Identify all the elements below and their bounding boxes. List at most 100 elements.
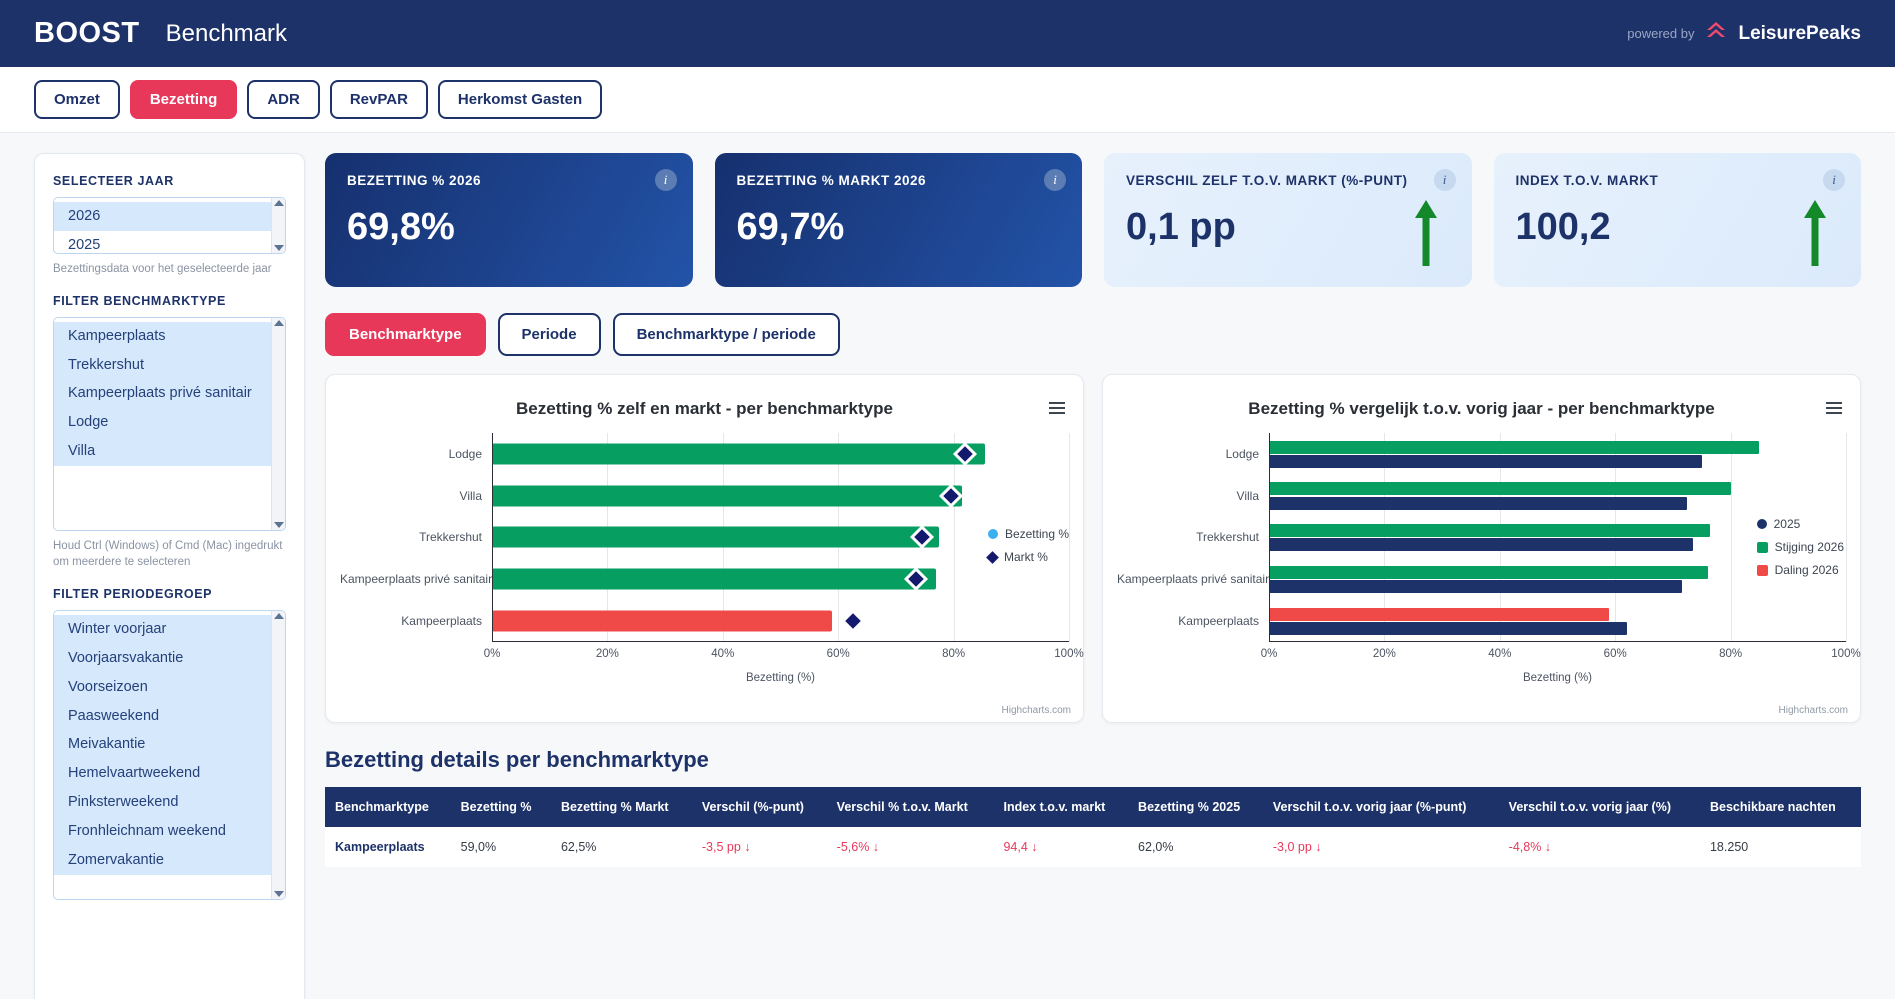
view-button-periode[interactable]: Periode bbox=[497, 313, 601, 356]
table-column-header[interactable]: Verschil t.o.v. vorig jaar (%-punt) bbox=[1262, 787, 1499, 827]
table-column-header[interactable]: Verschil (%-punt) bbox=[691, 787, 827, 827]
page-title: Benchmark bbox=[165, 19, 288, 47]
legend-diamond-icon bbox=[986, 550, 999, 564]
info-icon[interactable]: i bbox=[654, 169, 677, 191]
benchmarktype-option-lodge[interactable]: Lodge bbox=[54, 408, 285, 438]
chart-row: Lodge bbox=[1117, 433, 1846, 475]
table-column-header[interactable]: Verschil % t.o.v. Markt bbox=[826, 787, 994, 827]
info-icon[interactable]: i bbox=[1823, 169, 1845, 191]
year-option-2026[interactable]: 2026 bbox=[54, 202, 285, 231]
year-filter-hint: Bezettingsdata voor het geselecteerde ja… bbox=[53, 263, 272, 275]
chart-credit[interactable]: Highcharts.com bbox=[1001, 705, 1071, 716]
value-bar-previous[interactable] bbox=[1269, 454, 1702, 468]
periodegroep-option-hemelvaartweekend[interactable]: Hemelvaartweekend bbox=[54, 759, 285, 789]
chart-menu-icon[interactable] bbox=[1049, 399, 1065, 417]
legend-item-daling[interactable]: Daling 2026 bbox=[1756, 563, 1844, 577]
scroll-up-icon[interactable] bbox=[273, 613, 284, 620]
legend-label: 2025 bbox=[1773, 517, 1801, 531]
benchmarktype-listbox[interactable]: Kampeerplaats Trekkershut Kampeerplaats … bbox=[53, 316, 286, 531]
periodegroep-option-zomervakantie[interactable]: Zomervakantie bbox=[54, 845, 285, 875]
value-bar-current[interactable] bbox=[1269, 524, 1711, 538]
tab-adr[interactable]: ADR bbox=[247, 80, 320, 119]
table-row[interactable]: Kampeerplaats 59,0% 62,5% -3,5 pp ↓ -5,6% ↓ 9… bbox=[325, 827, 1861, 867]
chart-title: Bezetting % zelf en markt - per benchmar… bbox=[516, 399, 893, 418]
table-column-header[interactable]: Bezetting % Markt bbox=[550, 787, 692, 827]
x-tick-label: 20% bbox=[595, 648, 619, 660]
legend-item-2025[interactable]: 2025 bbox=[1756, 517, 1844, 531]
table-column-header[interactable]: Bezetting % 2025 bbox=[1128, 787, 1263, 827]
tab-revpar[interactable]: RevPAR bbox=[329, 80, 428, 119]
chart-row: Trekkershut bbox=[1117, 517, 1846, 559]
table-cell: Kampeerplaats bbox=[335, 840, 425, 854]
brand-logo: BOOST bbox=[34, 17, 140, 49]
chart-row: Villa bbox=[340, 475, 1069, 517]
legend-item-bezetting[interactable]: Bezetting % bbox=[987, 527, 1069, 541]
value-bar[interactable] bbox=[492, 568, 937, 590]
periodegroep-option-fronhleichnam-weekend[interactable]: Fronhleichnam weekend bbox=[54, 816, 285, 846]
table-column-header[interactable]: Beschikbare nachten bbox=[1699, 787, 1861, 827]
periodegroep-option-pinksterweekend[interactable]: Pinksterweekend bbox=[54, 788, 285, 817]
table-column-header[interactable]: Benchmarktype bbox=[325, 787, 451, 827]
y-axis-line bbox=[492, 433, 493, 642]
table-column-header[interactable]: Index t.o.v. markt bbox=[993, 787, 1129, 827]
bar-track bbox=[1269, 558, 1846, 600]
scroll-up-icon[interactable] bbox=[273, 319, 284, 326]
tab-herkomst-gasten[interactable]: Herkomst Gasten bbox=[437, 80, 603, 119]
table-column-header[interactable]: Bezetting % bbox=[450, 787, 551, 827]
info-icon[interactable]: i bbox=[1044, 169, 1066, 191]
leisurepeaks-icon bbox=[1704, 19, 1728, 48]
value-bar[interactable] bbox=[492, 443, 986, 465]
info-icon[interactable]: i bbox=[1433, 169, 1456, 191]
periodegroep-listbox[interactable]: Winter voorjaar Voorjaarsvakantie Voorse… bbox=[53, 610, 286, 901]
benchmarktype-option-kampeerplaats[interactable]: Kampeerplaats bbox=[54, 321, 285, 351]
kpi-value: 69,8% bbox=[347, 206, 455, 248]
table-column-header[interactable]: Verschil t.o.v. vorig jaar (%) bbox=[1498, 787, 1700, 827]
scroll-down-icon[interactable] bbox=[273, 521, 284, 528]
periodegroep-option-voorjaarsvakantie[interactable]: Voorjaarsvakantie bbox=[54, 643, 285, 673]
year-listbox[interactable]: 2026 2025 bbox=[53, 197, 286, 254]
kpi-card-index-tov-markt: INDEX T.O.V. MARKT 100,2 i bbox=[1493, 153, 1861, 287]
benchmarktype-listbox-scrollbar[interactable] bbox=[271, 317, 285, 530]
periodegroep-option-meivakantie[interactable]: Meivakantie bbox=[54, 730, 285, 760]
periodegroep-option-winter-voorjaar[interactable]: Winter voorjaar bbox=[54, 615, 285, 644]
legend-item-markt[interactable]: Markt % bbox=[986, 550, 1069, 564]
gridline bbox=[1069, 433, 1070, 642]
value-bar-previous[interactable] bbox=[1269, 496, 1688, 510]
value-bar[interactable] bbox=[492, 610, 833, 632]
value-bar-current[interactable] bbox=[1269, 565, 1708, 579]
value-bar[interactable] bbox=[492, 526, 940, 548]
legend-circle-icon bbox=[1756, 519, 1767, 529]
scroll-down-icon[interactable] bbox=[273, 245, 284, 251]
value-bar[interactable] bbox=[492, 485, 963, 507]
value-bar-current[interactable] bbox=[1269, 482, 1731, 496]
value-bar-previous[interactable] bbox=[1269, 621, 1627, 635]
view-button-benchmarktype[interactable]: Benchmarktype bbox=[325, 313, 486, 356]
market-marker[interactable] bbox=[844, 613, 861, 629]
legend-item-stijging[interactable]: Stijging 2026 bbox=[1756, 540, 1844, 554]
benchmarktype-option-villa[interactable]: Villa bbox=[54, 437, 285, 466]
tab-bezetting[interactable]: Bezetting bbox=[129, 80, 238, 119]
chart-credit[interactable]: Highcharts.com bbox=[1778, 705, 1848, 716]
tab-omzet[interactable]: Omzet bbox=[34, 80, 120, 119]
periodegroep-listbox-scrollbar[interactable] bbox=[271, 611, 285, 900]
year-option-2025[interactable]: 2025 bbox=[68, 236, 101, 253]
scroll-up-icon[interactable] bbox=[273, 200, 284, 206]
value-bar-previous[interactable] bbox=[1269, 580, 1682, 594]
benchmarktype-option-kampeerplaats-prive-sanitair[interactable]: Kampeerplaats privé sanitair bbox=[54, 379, 285, 409]
category-label: Kampeerplaats bbox=[1178, 614, 1259, 629]
table-cell: -4,8% ↓ bbox=[1508, 840, 1552, 854]
year-listbox-scrollbar[interactable] bbox=[271, 198, 285, 253]
value-bar-previous[interactable] bbox=[1269, 538, 1694, 552]
view-button-benchmarktype-periode[interactable]: Benchmarktype / periode bbox=[612, 313, 840, 356]
value-bar-current[interactable] bbox=[1269, 440, 1760, 454]
chart-menu-icon[interactable] bbox=[1826, 399, 1842, 417]
category-label: Kampeerplaats privé sanitair bbox=[340, 572, 492, 587]
periodegroep-option-voorseizoen[interactable]: Voorseizoen bbox=[54, 672, 285, 702]
bar-track bbox=[1269, 517, 1846, 559]
scroll-down-icon[interactable] bbox=[273, 891, 284, 898]
value-bar-current[interactable] bbox=[1269, 607, 1610, 621]
x-axis-title: Bezetting (%) bbox=[1522, 672, 1593, 684]
benchmarktype-option-trekkershut[interactable]: Trekkershut bbox=[54, 350, 285, 380]
app-header: BOOST Benchmark powered by LeisurePeaks bbox=[0, 0, 1895, 67]
periodegroep-option-paasweekend[interactable]: Paasweekend bbox=[54, 701, 285, 731]
